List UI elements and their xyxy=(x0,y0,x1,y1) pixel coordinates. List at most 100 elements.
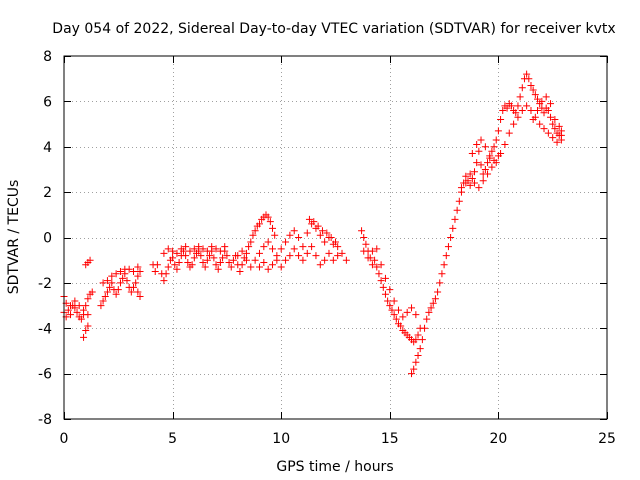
axis-ticks xyxy=(64,56,608,420)
data-point xyxy=(151,268,159,276)
data-point xyxy=(488,163,496,171)
data-point xyxy=(80,306,88,314)
data-point xyxy=(199,245,207,253)
data-point xyxy=(112,290,120,298)
data-point xyxy=(177,245,185,253)
data-point xyxy=(505,129,513,137)
data-point xyxy=(84,322,92,330)
data-point xyxy=(312,252,320,260)
data-point xyxy=(547,100,555,108)
data-point xyxy=(64,306,72,314)
data-point xyxy=(501,140,509,148)
grid-lines xyxy=(64,56,607,419)
data-point xyxy=(269,261,277,269)
data-point xyxy=(551,116,559,124)
x-axis-label: GPS time / hours xyxy=(276,459,393,475)
data-point xyxy=(112,270,120,278)
data-point xyxy=(234,252,242,260)
data-point xyxy=(494,127,502,135)
data-point xyxy=(116,268,124,276)
data-point xyxy=(277,263,285,271)
data-point xyxy=(208,243,216,251)
data-point xyxy=(473,140,481,148)
data-point xyxy=(106,283,114,291)
data-point xyxy=(492,136,500,144)
data-point xyxy=(269,224,277,232)
data-point xyxy=(510,120,518,128)
data-point xyxy=(334,243,342,251)
data-point xyxy=(421,324,429,332)
data-point xyxy=(310,218,318,226)
data-point xyxy=(255,263,263,271)
data-point xyxy=(362,240,370,248)
data-point xyxy=(503,104,511,112)
data-point xyxy=(199,258,207,266)
data-point xyxy=(531,91,539,99)
data-point xyxy=(540,109,548,117)
data-point xyxy=(134,272,142,280)
data-point xyxy=(512,109,520,117)
y-tick-label: -4 xyxy=(38,321,52,337)
data-point xyxy=(67,302,75,310)
data-point xyxy=(132,279,140,287)
data-point xyxy=(236,268,244,276)
data-point xyxy=(286,252,294,260)
data-point xyxy=(99,279,107,287)
data-point xyxy=(368,247,376,255)
data-point xyxy=(468,175,476,183)
data-point xyxy=(84,311,92,319)
data-point xyxy=(164,263,172,271)
data-point xyxy=(497,116,505,124)
data-point xyxy=(282,238,290,246)
data-point xyxy=(544,129,552,137)
data-point xyxy=(518,106,526,114)
data-point xyxy=(466,181,474,189)
data-point xyxy=(538,97,546,105)
data-point xyxy=(82,327,90,335)
data-point xyxy=(381,274,389,282)
data-point xyxy=(360,234,368,241)
y-axis-label: SDTVAR / TECUs xyxy=(6,180,22,295)
data-point xyxy=(303,229,311,237)
data-point xyxy=(108,272,116,280)
data-point xyxy=(523,102,531,110)
data-point xyxy=(216,247,224,255)
data-point xyxy=(67,311,75,319)
data-point xyxy=(206,252,214,260)
data-point xyxy=(481,143,489,151)
data-point xyxy=(527,106,535,114)
data-point xyxy=(238,261,246,269)
x-tick-label: 25 xyxy=(598,431,616,447)
x-tick-label: 20 xyxy=(489,431,507,447)
data-point xyxy=(323,229,331,237)
data-point xyxy=(438,270,446,278)
data-point xyxy=(223,252,231,260)
data-point xyxy=(273,256,281,264)
data-point xyxy=(99,297,107,305)
data-point xyxy=(173,265,181,273)
data-points xyxy=(60,70,565,378)
data-point xyxy=(249,231,257,239)
data-point xyxy=(547,113,555,121)
data-point xyxy=(486,152,494,160)
data-point xyxy=(451,215,459,223)
data-point xyxy=(216,258,224,266)
data-point xyxy=(536,120,544,128)
data-point xyxy=(251,256,259,264)
data-point xyxy=(108,279,116,287)
data-point xyxy=(338,249,346,257)
data-point xyxy=(377,261,385,269)
data-point xyxy=(368,261,376,269)
data-point xyxy=(386,286,394,294)
y-tick-label: -6 xyxy=(38,367,52,383)
data-point xyxy=(225,258,233,266)
y-tick-label: -8 xyxy=(38,412,52,428)
data-point xyxy=(271,231,279,239)
x-tick-label: 10 xyxy=(272,431,290,447)
data-point xyxy=(399,313,407,321)
plot-frame xyxy=(63,55,608,420)
data-point xyxy=(442,252,450,260)
data-point xyxy=(390,297,398,305)
data-point xyxy=(390,311,398,319)
